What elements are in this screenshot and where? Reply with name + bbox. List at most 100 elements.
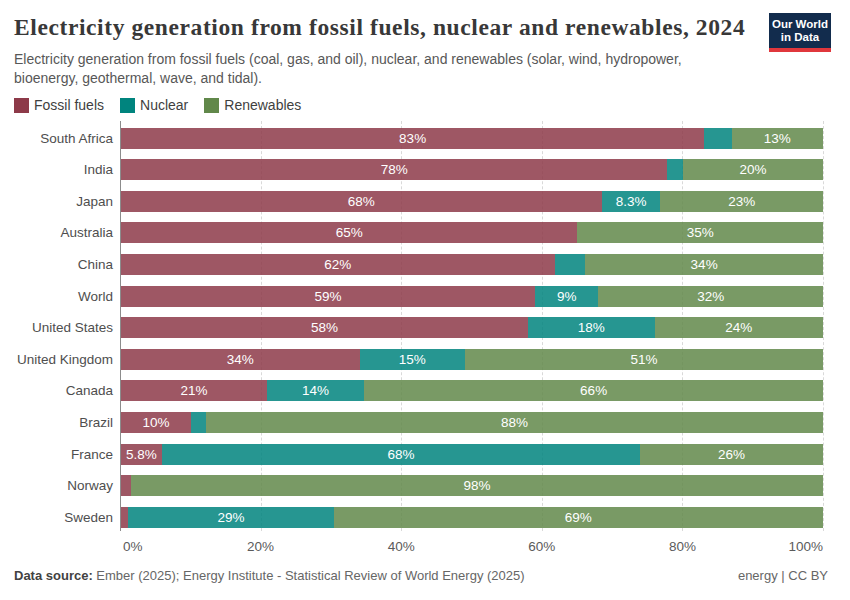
bar-segment-nuclear[interactable]: 15%	[360, 349, 465, 370]
bar-segment-renewables[interactable]: 20%	[683, 159, 823, 180]
bar-segment-renewables[interactable]: 13%	[732, 128, 823, 149]
bar-segment-renewables[interactable]: 66%	[364, 380, 823, 401]
bar-segment-nuclear[interactable]: 8.3%	[602, 191, 661, 212]
bar-segment-renewables[interactable]: 69%	[334, 507, 823, 528]
bar-segment-nuclear[interactable]: 14%	[267, 380, 364, 401]
bar-segment-renewables[interactable]: 35%	[577, 222, 823, 243]
bar-segment-fossil-fuels[interactable]: 83%	[121, 128, 704, 149]
bar-row[interactable]: 21% 14% 66%	[121, 380, 823, 401]
bar-segment-fossil-fuels[interactable]: 10%	[121, 412, 191, 433]
category-label: South Africa	[0, 128, 113, 149]
bar-segment-nuclear[interactable]: 68%	[162, 444, 640, 465]
bar-row[interactable]: 65% 35%	[121, 222, 823, 243]
bar-value-label: 58%	[311, 320, 338, 335]
x-tick-label: 20%	[231, 539, 291, 554]
owid-logo[interactable]: Our World in Data	[769, 13, 831, 52]
bar-segment-renewables[interactable]: 23%	[660, 191, 823, 212]
bar-value-label: 8.3%	[616, 194, 647, 209]
bar-segment-renewables[interactable]: 34%	[585, 254, 823, 275]
bar-segment-fossil-fuels[interactable]: 68%	[121, 191, 602, 212]
bar-row[interactable]: 58% 18% 24%	[121, 317, 823, 338]
bar-value-label: 34%	[227, 352, 254, 367]
bar-segment-nuclear[interactable]	[555, 254, 586, 275]
bar-value-label: 69%	[565, 510, 592, 525]
bar-segment-renewables[interactable]: 51%	[465, 349, 823, 370]
legend-swatch	[14, 98, 29, 113]
bar-row[interactable]: 62% 34%	[121, 254, 823, 275]
bar-segment-nuclear[interactable]	[191, 412, 206, 433]
bar-value-label: 98%	[463, 478, 490, 493]
bar-segment-nuclear[interactable]: 18%	[528, 317, 654, 338]
legend-label: Fossil fuels	[34, 97, 104, 113]
legend-item[interactable]: Nuclear	[120, 97, 188, 113]
bar-segment-nuclear[interactable]	[667, 159, 682, 180]
plot-area: 83% 13% 78% 20% 68% 8.3% 23% 65% 35% 62% 34% 59% 9% 3…	[120, 121, 823, 531]
bar-segment-renewables[interactable]: 98%	[131, 475, 823, 496]
bar-value-label: 13%	[764, 131, 791, 146]
bar-segment-fossil-fuels[interactable]: 65%	[121, 222, 577, 243]
legend: Fossil fuels Nuclear Renewables	[14, 97, 301, 113]
page-title: Electricity generation from fossil fuels…	[14, 14, 745, 41]
page-subtitle: Electricity generation from fossil fuels…	[14, 50, 704, 88]
bar-value-label: 35%	[687, 225, 714, 240]
bar-segment-renewables[interactable]: 26%	[640, 444, 823, 465]
bar-value-label: 59%	[315, 289, 342, 304]
owid-logo-line1: Our World	[771, 18, 829, 31]
bar-value-label: 34%	[691, 257, 718, 272]
bar-value-label: 68%	[387, 447, 414, 462]
bar-value-label: 9%	[557, 289, 577, 304]
bar-value-label: 62%	[324, 257, 351, 272]
legend-item[interactable]: Renewables	[204, 97, 301, 113]
legend-swatch	[120, 98, 135, 113]
footer: Data source: Ember (2025); Energy Instit…	[14, 568, 828, 583]
bar-segment-nuclear[interactable]: 9%	[535, 286, 598, 307]
bar-row[interactable]: 68% 8.3% 23%	[121, 191, 823, 212]
category-label: United States	[0, 317, 113, 338]
bar-segment-fossil-fuels[interactable]: 34%	[121, 349, 360, 370]
category-label: Sweden	[0, 507, 113, 528]
x-tick-label: 0%	[123, 539, 143, 554]
bar-row[interactable]: 59% 9% 32%	[121, 286, 823, 307]
gridline	[823, 121, 824, 531]
category-label: Canada	[0, 380, 113, 401]
bar-segment-fossil-fuels[interactable]: 59%	[121, 286, 535, 307]
legend-item[interactable]: Fossil fuels	[14, 97, 104, 113]
bar-row[interactable]: 83% 13%	[121, 128, 823, 149]
bar-segment-fossil-fuels[interactable]	[121, 475, 131, 496]
bar-segment-renewables[interactable]: 88%	[206, 412, 823, 433]
bar-segment-fossil-fuels[interactable]	[121, 507, 128, 528]
bar-row[interactable]: 78% 20%	[121, 159, 823, 180]
bar-row[interactable]: 98%	[121, 475, 823, 496]
bar-row[interactable]: 29% 69%	[121, 507, 823, 528]
bar-segment-fossil-fuels[interactable]: 5.8%	[121, 444, 162, 465]
category-label: France	[0, 444, 113, 465]
category-label: World	[0, 286, 113, 307]
x-tick-label: 80%	[652, 539, 712, 554]
category-label: Brazil	[0, 412, 113, 433]
bar-value-label: 65%	[336, 225, 363, 240]
bar-segment-nuclear[interactable]	[704, 128, 731, 149]
legend-label: Renewables	[224, 97, 301, 113]
x-tick-label: 100%	[763, 539, 823, 554]
bar-value-label: 24%	[725, 320, 752, 335]
data-source-text: Ember (2025); Energy Institute - Statist…	[93, 568, 525, 583]
bar-segment-fossil-fuels[interactable]: 78%	[121, 159, 667, 180]
bar-value-label: 14%	[302, 383, 329, 398]
bar-segment-fossil-fuels[interactable]: 21%	[121, 380, 267, 401]
bar-segment-renewables[interactable]: 32%	[598, 286, 823, 307]
category-label: China	[0, 254, 113, 275]
bar-segment-fossil-fuels[interactable]: 58%	[121, 317, 528, 338]
bar-row[interactable]: 34% 15% 51%	[121, 349, 823, 370]
category-label: Norway	[0, 475, 113, 496]
category-label: India	[0, 159, 113, 180]
bar-value-label: 51%	[630, 352, 657, 367]
bar-row[interactable]: 10% 88%	[121, 412, 823, 433]
bar-segment-fossil-fuels[interactable]: 62%	[121, 254, 555, 275]
bar-row[interactable]: 5.8% 68% 26%	[121, 444, 823, 465]
data-source-note: Data source: Ember (2025); Energy Instit…	[14, 568, 525, 583]
x-tick-label: 40%	[371, 539, 431, 554]
bar-segment-nuclear[interactable]: 29%	[128, 507, 334, 528]
bar-segment-renewables[interactable]: 24%	[655, 317, 823, 338]
category-label: Australia	[0, 222, 113, 243]
x-tick-label: 60%	[512, 539, 572, 554]
